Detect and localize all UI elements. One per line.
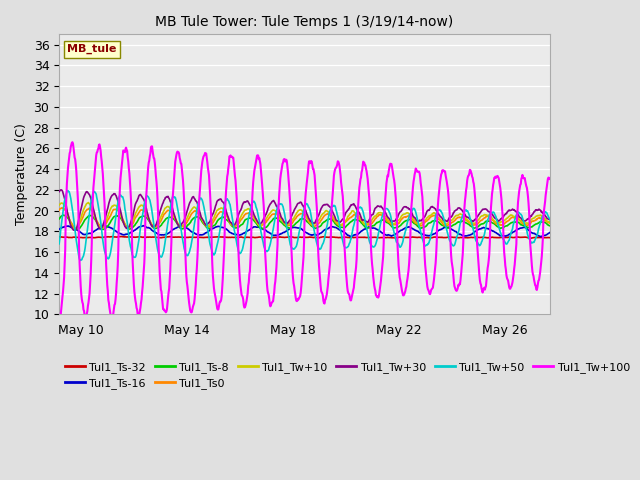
Y-axis label: Temperature (C): Temperature (C) (15, 123, 28, 225)
Text: MB_tule: MB_tule (67, 44, 116, 54)
Title: MB Tule Tower: Tule Temps 1 (3/19/14-now): MB Tule Tower: Tule Temps 1 (3/19/14-now… (156, 15, 454, 29)
Legend: Tul1_Ts-32, Tul1_Ts-16, Tul1_Ts-8, Tul1_Ts0, Tul1_Tw+10, Tul1_Tw+30, Tul1_Tw+50,: Tul1_Ts-32, Tul1_Ts-16, Tul1_Ts-8, Tul1_… (65, 362, 630, 389)
